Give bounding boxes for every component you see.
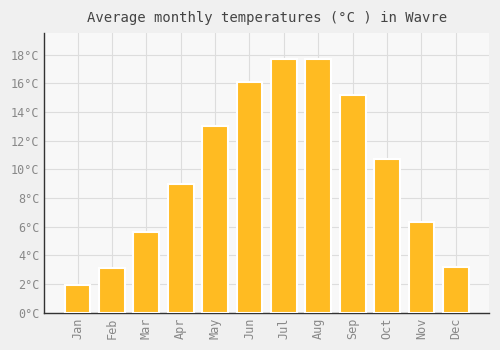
Bar (306, 59, 331, 313)
Bar (443, 267, 468, 313)
Bar (374, 159, 400, 313)
Bar (202, 126, 228, 313)
Title: Average monthly temperatures (°C ) in Wavre: Average monthly temperatures (°C ) in Wa… (86, 11, 446, 25)
Bar (340, 95, 365, 313)
Bar (168, 184, 194, 313)
Bar (134, 232, 159, 313)
Bar (236, 82, 262, 313)
Bar (271, 59, 297, 313)
Bar (408, 222, 434, 313)
Bar (99, 268, 125, 313)
Bar (64, 286, 90, 313)
